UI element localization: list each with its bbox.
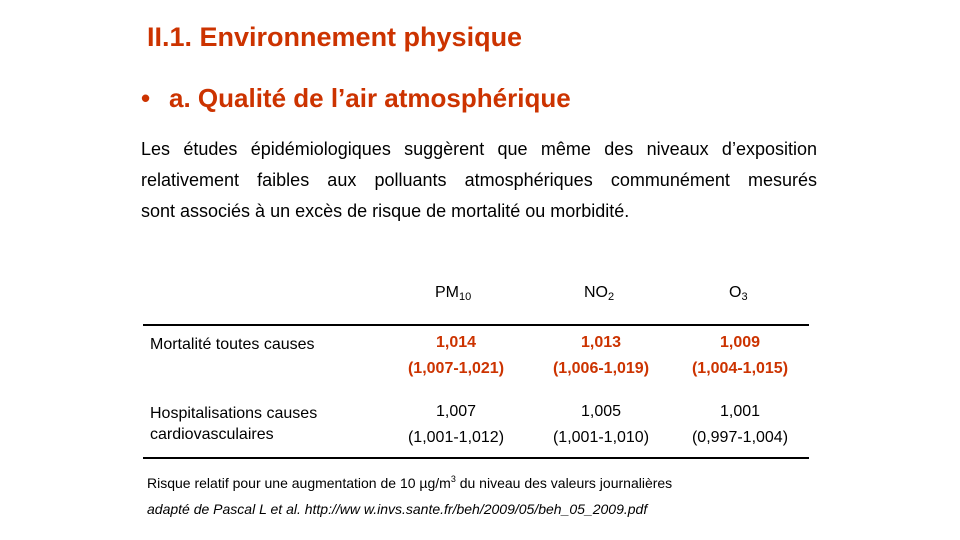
intro-paragraph: Les études épidémiologiques suggèrent qu… (141, 134, 817, 227)
source-citation: adapté de Pascal L et al. http://ww w.in… (147, 501, 648, 517)
column-header-pm10: PM10 (435, 284, 472, 303)
slide-title: II.1. Environnement physique (147, 22, 523, 52)
row-label-mortality: Mortalité toutes causes (150, 336, 315, 353)
table-rule-top (143, 324, 809, 326)
table-note: Risque relatif pour une augmentation de … (147, 474, 673, 491)
column-header-no2: NO2 (584, 284, 615, 303)
paragraph-line: relativement faibles aux polluants atmos… (141, 170, 817, 190)
cell-mortality-o3: 1,009 (1,004-1,015) (691, 334, 789, 377)
paragraph-line: Les études épidémiologiques suggèrent qu… (141, 139, 817, 159)
column-header-o3: O3 (729, 284, 748, 303)
table-rule-bottom (143, 457, 809, 459)
cell-mortality-no2: 1,013 (1,006-1,019) (552, 334, 650, 377)
row-label-hospitalisations: Hospitalisations causes cardiovasculaire… (150, 405, 318, 443)
bullet-marker: • (141, 83, 151, 113)
cell-hospitalisations-pm10: 1,007 (1,001-1,012) (407, 403, 505, 446)
cell-mortality-pm10: 1,014 (1,007-1,021) (407, 334, 505, 377)
paragraph-line: sont associés à un excès de risque de mo… (141, 201, 630, 221)
section-heading-text: a. Qualité de l’air atmosphérique (169, 83, 571, 113)
section-heading: • a. Qualité de l’air atmosphérique (141, 83, 571, 114)
cell-hospitalisations-o3: 1,001 (0,997-1,004) (691, 403, 789, 446)
cell-hospitalisations-no2: 1,005 (1,001-1,010) (552, 403, 650, 446)
